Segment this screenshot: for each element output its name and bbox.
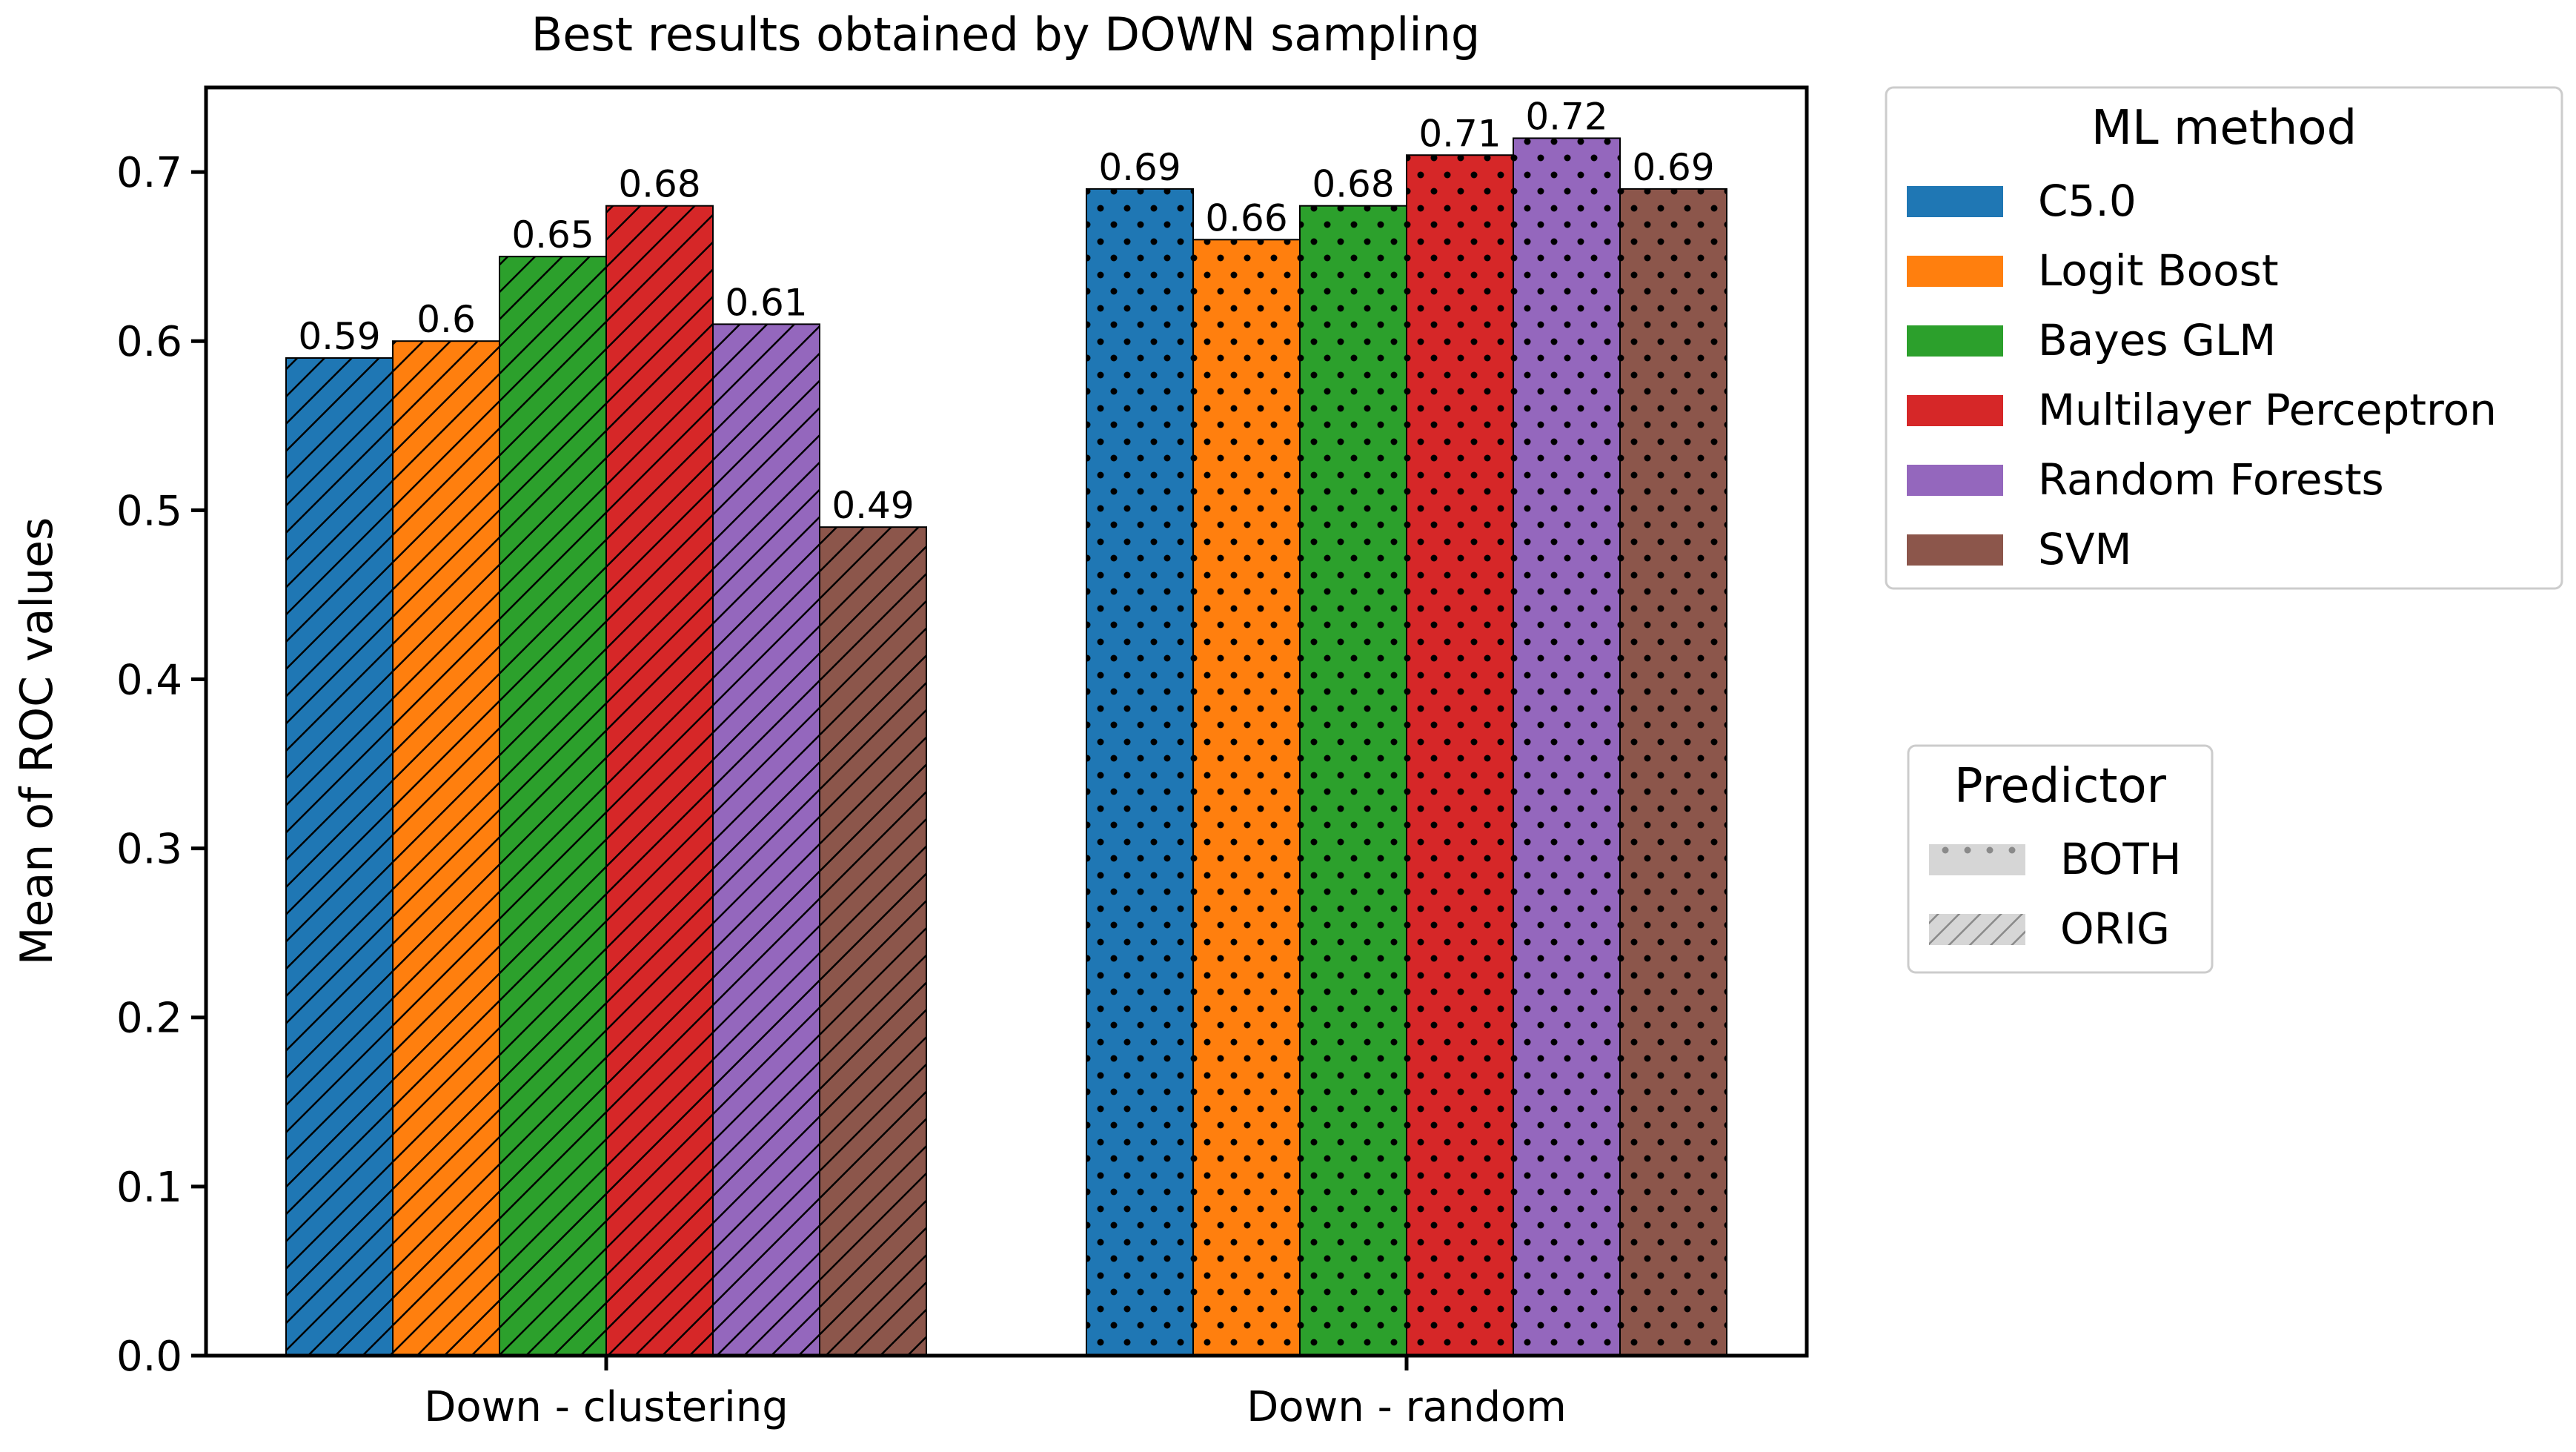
data-labels-layer: 0.59 0.6 0.65 0.68 0.61 0.49 0.69 0.66 0.68 0.71 0… xyxy=(298,95,1714,527)
bar-pattern xyxy=(286,358,393,1356)
y-axis-ticks: 0.0 0.1 0.2 0.3 0.4 0.5 0.6 0.7 xyxy=(116,149,206,1381)
legend-label: SVM xyxy=(2038,524,2132,574)
data-label: 0.71 xyxy=(1418,112,1501,155)
bar-svm-down-random xyxy=(1619,188,1727,1356)
legend-label: Logit Boost xyxy=(2038,245,2279,296)
y-tick-label: 0.6 xyxy=(116,318,182,366)
data-label: 0.65 xyxy=(511,213,594,256)
legend-ml-method: ML method C5.0 Logit Boost Bayes GLM Multil… xyxy=(1885,86,2563,590)
legend-entry: BOTH xyxy=(1929,834,2181,884)
data-label: 0.68 xyxy=(618,163,700,206)
legend-swatch xyxy=(1907,186,2003,217)
legend-swatch xyxy=(1907,465,2003,496)
y-tick-label: 0.3 xyxy=(116,826,182,874)
x-tick-label: Down - random xyxy=(1246,1383,1567,1431)
legend-label: Multilayer Perceptron xyxy=(2038,385,2497,435)
bar-logit-boost-down-random xyxy=(1192,239,1301,1357)
bar-logit-boost-down-clustering xyxy=(392,340,500,1357)
bar-pattern xyxy=(606,205,713,1356)
bar-bayes-glm-down-clustering xyxy=(499,256,607,1357)
plot-frame xyxy=(204,85,1809,1358)
legend-label: ORIG xyxy=(2060,904,2170,954)
data-label: 0.6 xyxy=(416,298,476,341)
legend-swatch xyxy=(1907,534,2003,566)
chart-title: Best results obtained by DOWN sampling xyxy=(531,7,1481,62)
legend-predictor-title: Predictor xyxy=(1954,759,2167,814)
data-label: 0.66 xyxy=(1205,196,1287,239)
legend-entry: Random Forests xyxy=(1907,454,2384,505)
bar-random-forests-down-random xyxy=(1513,137,1621,1357)
bars-layer xyxy=(285,137,1727,1357)
legend-label: Bayes GLM xyxy=(2038,315,2276,365)
data-label: 0.72 xyxy=(1525,95,1607,138)
data-label: 0.61 xyxy=(725,281,807,324)
data-label: 0.69 xyxy=(1098,146,1181,189)
data-label: 0.69 xyxy=(1632,146,1714,189)
bar-multilayer-perceptron-down-random xyxy=(1406,154,1514,1357)
legend-ml-method-title: ML method xyxy=(2091,101,2357,156)
y-axis-label: Mean of ROC values xyxy=(11,517,63,965)
bar-pattern xyxy=(1513,138,1620,1356)
bar-c5-0-down-clustering xyxy=(285,357,394,1357)
legend-swatch xyxy=(1907,325,2003,357)
data-label: 0.49 xyxy=(831,484,914,527)
legend-swatch xyxy=(1907,256,2003,287)
bar-c5-0-down-random xyxy=(1086,188,1194,1356)
data-label: 0.68 xyxy=(1312,163,1394,206)
bar-pattern xyxy=(393,341,499,1356)
bar-pattern xyxy=(499,256,606,1356)
legend-swatch-pattern xyxy=(1929,914,2025,945)
legend-entry: ORIG xyxy=(1929,904,2170,954)
bar-pattern xyxy=(1620,188,1727,1356)
bar-svm-down-clustering xyxy=(819,526,927,1357)
legend-predictor: Predictor BOTH ORIG xyxy=(1907,744,2214,974)
bar-pattern xyxy=(820,527,926,1356)
data-label: 0.59 xyxy=(298,315,380,358)
bar-pattern xyxy=(1086,188,1193,1356)
legend-swatch xyxy=(1907,395,2003,426)
y-tick-label: 0.7 xyxy=(116,149,182,197)
legend-label: BOTH xyxy=(2060,834,2181,884)
legend-swatch-pattern xyxy=(1929,844,2025,875)
bar-bayes-glm-down-random xyxy=(1299,205,1407,1356)
x-axis-ticks: Down - clustering Down - random xyxy=(424,1356,1567,1431)
legend-label: C5.0 xyxy=(2038,176,2137,226)
legend-ml-method-frame xyxy=(1885,86,2563,590)
bar-pattern xyxy=(1193,239,1300,1356)
bar-random-forests-down-clustering xyxy=(712,323,820,1356)
legend-entry: C5.0 xyxy=(1907,176,2137,226)
legend-entry: Multilayer Perceptron xyxy=(1907,385,2497,435)
legend-entry: Bayes GLM xyxy=(1907,315,2276,365)
y-tick-label: 0.4 xyxy=(116,656,182,704)
legend-entry: SVM xyxy=(1907,524,2132,574)
legend-entry: Logit Boost xyxy=(1907,245,2279,296)
y-tick-label: 0.0 xyxy=(116,1333,182,1381)
bar-pattern xyxy=(1300,205,1407,1356)
bar-pattern xyxy=(713,324,820,1356)
y-tick-label: 0.1 xyxy=(116,1164,182,1212)
y-tick-label: 0.2 xyxy=(116,995,182,1043)
bar-multilayer-perceptron-down-clustering xyxy=(605,205,714,1356)
x-tick-label: Down - clustering xyxy=(424,1383,789,1431)
y-tick-label: 0.5 xyxy=(116,487,182,535)
legend-label: Random Forests xyxy=(2038,454,2384,505)
bar-pattern xyxy=(1407,155,1513,1356)
